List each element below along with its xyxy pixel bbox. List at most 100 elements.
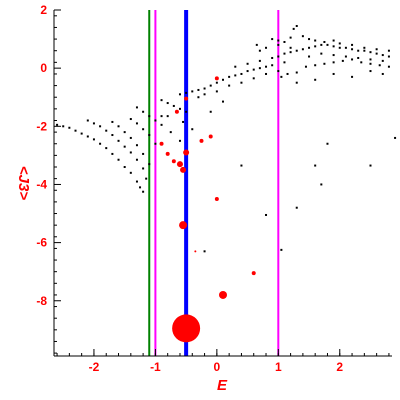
data-point-black	[301, 35, 304, 38]
data-point-black	[369, 51, 372, 54]
data-point-black	[308, 55, 311, 58]
y-axis-label: <J3>	[15, 166, 32, 200]
data-point-black	[166, 115, 169, 118]
data-point-black	[197, 88, 200, 91]
data-point-black	[265, 65, 268, 68]
data-point-black	[289, 46, 292, 49]
data-point-black	[271, 64, 274, 67]
data-point-black	[332, 39, 335, 42]
data-point-black	[320, 43, 323, 46]
data-point-black	[129, 171, 132, 174]
black-points-layer	[56, 24, 397, 253]
data-point-black	[295, 81, 298, 84]
data-point-black	[295, 24, 298, 27]
x-axis-label: E	[217, 377, 228, 394]
data-point-black	[369, 62, 372, 65]
data-point-black	[142, 167, 145, 170]
data-point-black	[265, 46, 268, 49]
data-point-black	[344, 55, 347, 58]
data-point-red	[183, 149, 190, 156]
data-point-black	[332, 72, 335, 75]
x-tick-label: -2	[89, 360, 100, 374]
data-point-black	[292, 27, 295, 30]
data-point-black	[117, 125, 120, 128]
data-point-black	[295, 206, 298, 209]
data-point-black	[197, 96, 200, 99]
data-point-black	[182, 120, 185, 123]
data-point-black	[308, 38, 311, 41]
data-point-black	[351, 75, 354, 78]
data-point-black	[326, 142, 329, 145]
data-point-black	[135, 106, 138, 109]
data-point-black	[135, 158, 138, 161]
data-point-black	[369, 70, 372, 73]
data-point-black	[86, 119, 89, 122]
data-point-black	[129, 136, 132, 139]
data-point-black	[139, 186, 142, 189]
data-point-black	[381, 54, 384, 57]
data-point-black	[203, 87, 206, 90]
data-point-black	[68, 126, 71, 129]
data-point-black	[178, 107, 181, 110]
x-tick-label: 2	[336, 360, 343, 374]
data-point-black	[265, 72, 268, 75]
data-point-black	[323, 40, 326, 43]
data-point-black	[172, 104, 175, 107]
data-point-black	[154, 142, 157, 145]
vertical-lines-layer	[148, 10, 280, 356]
data-point-black	[56, 123, 59, 126]
y-tick-label: -6	[36, 236, 47, 250]
data-point-black	[123, 166, 126, 169]
data-point-black	[357, 49, 360, 52]
data-point-black	[142, 190, 145, 193]
data-point-black	[320, 183, 323, 186]
data-point-black	[135, 180, 138, 183]
data-point-black	[344, 46, 347, 49]
data-point-black	[123, 131, 126, 134]
data-point-black	[92, 138, 95, 141]
data-point-black	[105, 147, 108, 150]
data-point-black	[117, 158, 120, 161]
data-point-black	[378, 64, 381, 67]
data-point-red	[180, 166, 187, 173]
data-point-black	[111, 120, 114, 123]
data-point-red	[251, 271, 256, 276]
data-point-black	[80, 132, 83, 135]
data-point-black	[314, 45, 317, 48]
data-point-black	[209, 84, 212, 87]
data-point-black	[142, 110, 145, 113]
data-point-black	[234, 65, 237, 68]
data-point-black	[308, 46, 311, 49]
data-point-black	[271, 38, 274, 41]
data-point-black	[351, 58, 354, 61]
y-tick-label: 2	[40, 3, 47, 17]
data-point-red	[199, 138, 204, 143]
data-point-black	[283, 40, 286, 43]
data-point-black	[148, 163, 151, 166]
data-point-black	[369, 58, 372, 61]
data-point-black	[357, 56, 360, 59]
data-point-black	[222, 78, 224, 81]
data-point-black	[228, 84, 231, 87]
data-point-black	[314, 78, 317, 81]
data-point-black	[145, 177, 148, 180]
x-tick-label: 1	[275, 360, 282, 374]
data-point-red	[165, 151, 170, 156]
data-point-black	[360, 61, 363, 64]
data-point-black	[387, 55, 390, 58]
data-point-red	[176, 161, 183, 168]
data-point-black	[203, 93, 206, 96]
data-point-black	[258, 67, 261, 70]
data-point-black	[246, 70, 249, 73]
data-point-black	[381, 59, 384, 62]
data-point-black	[105, 129, 108, 132]
data-point-black	[228, 75, 231, 78]
data-point-black	[203, 250, 206, 253]
data-point-black	[289, 51, 292, 54]
data-point-black	[160, 99, 163, 102]
data-point-black	[381, 72, 384, 75]
data-point-black	[222, 100, 224, 103]
data-point-black	[178, 139, 181, 142]
data-point-black	[240, 72, 243, 75]
